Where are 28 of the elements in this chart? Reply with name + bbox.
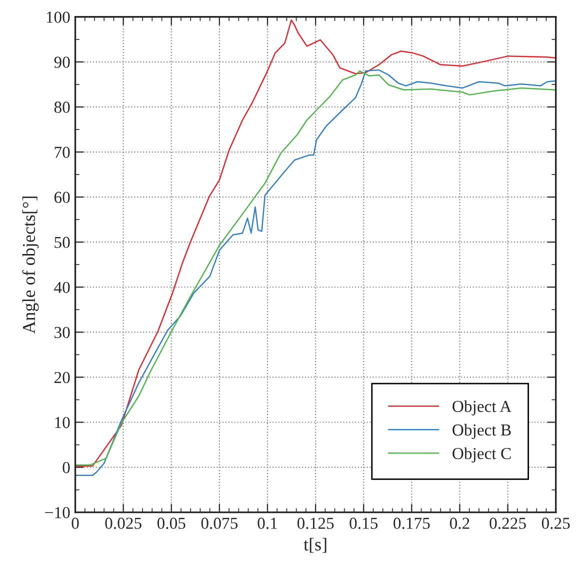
y-tick-label: 10 [55,416,70,428]
x-tick-label: 0.15 [350,518,378,529]
y-tick-label: 30 [54,326,70,338]
y-tick-label: 50 [54,236,70,248]
y-tick-label: 90 [54,56,70,68]
x-tick-label: 0.225 [490,518,526,529]
x-axis-title: t[s] [304,538,326,553]
x-tick-label: 0.2 [450,518,470,529]
legend-label: Object C [452,447,511,463]
x-tick-label: 0.05 [157,518,186,529]
x-tick-label: 0.25 [542,518,570,529]
x-tick-label: 0.175 [394,518,430,529]
x-tick-label: 0 [72,518,79,529]
y-tick-label: 70 [54,146,70,158]
y-tick-label: 60 [54,192,70,203]
x-tick-label: 0.075 [201,518,238,529]
y-tick-label: 0 [62,462,70,474]
y-tick-label: −10 [45,507,70,518]
legend-label: Object A [452,400,512,416]
legend-label: Object B [452,424,511,440]
y-tick-label: 20 [54,372,70,384]
x-tick-label: 0.025 [105,518,142,529]
y-axis-title: Angle of objects[°] [22,196,39,334]
y-tick-label: 80 [54,102,70,113]
x-tick-label: 0.1 [258,518,277,529]
y-tick-label: 100 [46,12,70,23]
y-tick-label: 40 [54,282,70,294]
x-tick-label: 0.125 [297,518,334,529]
